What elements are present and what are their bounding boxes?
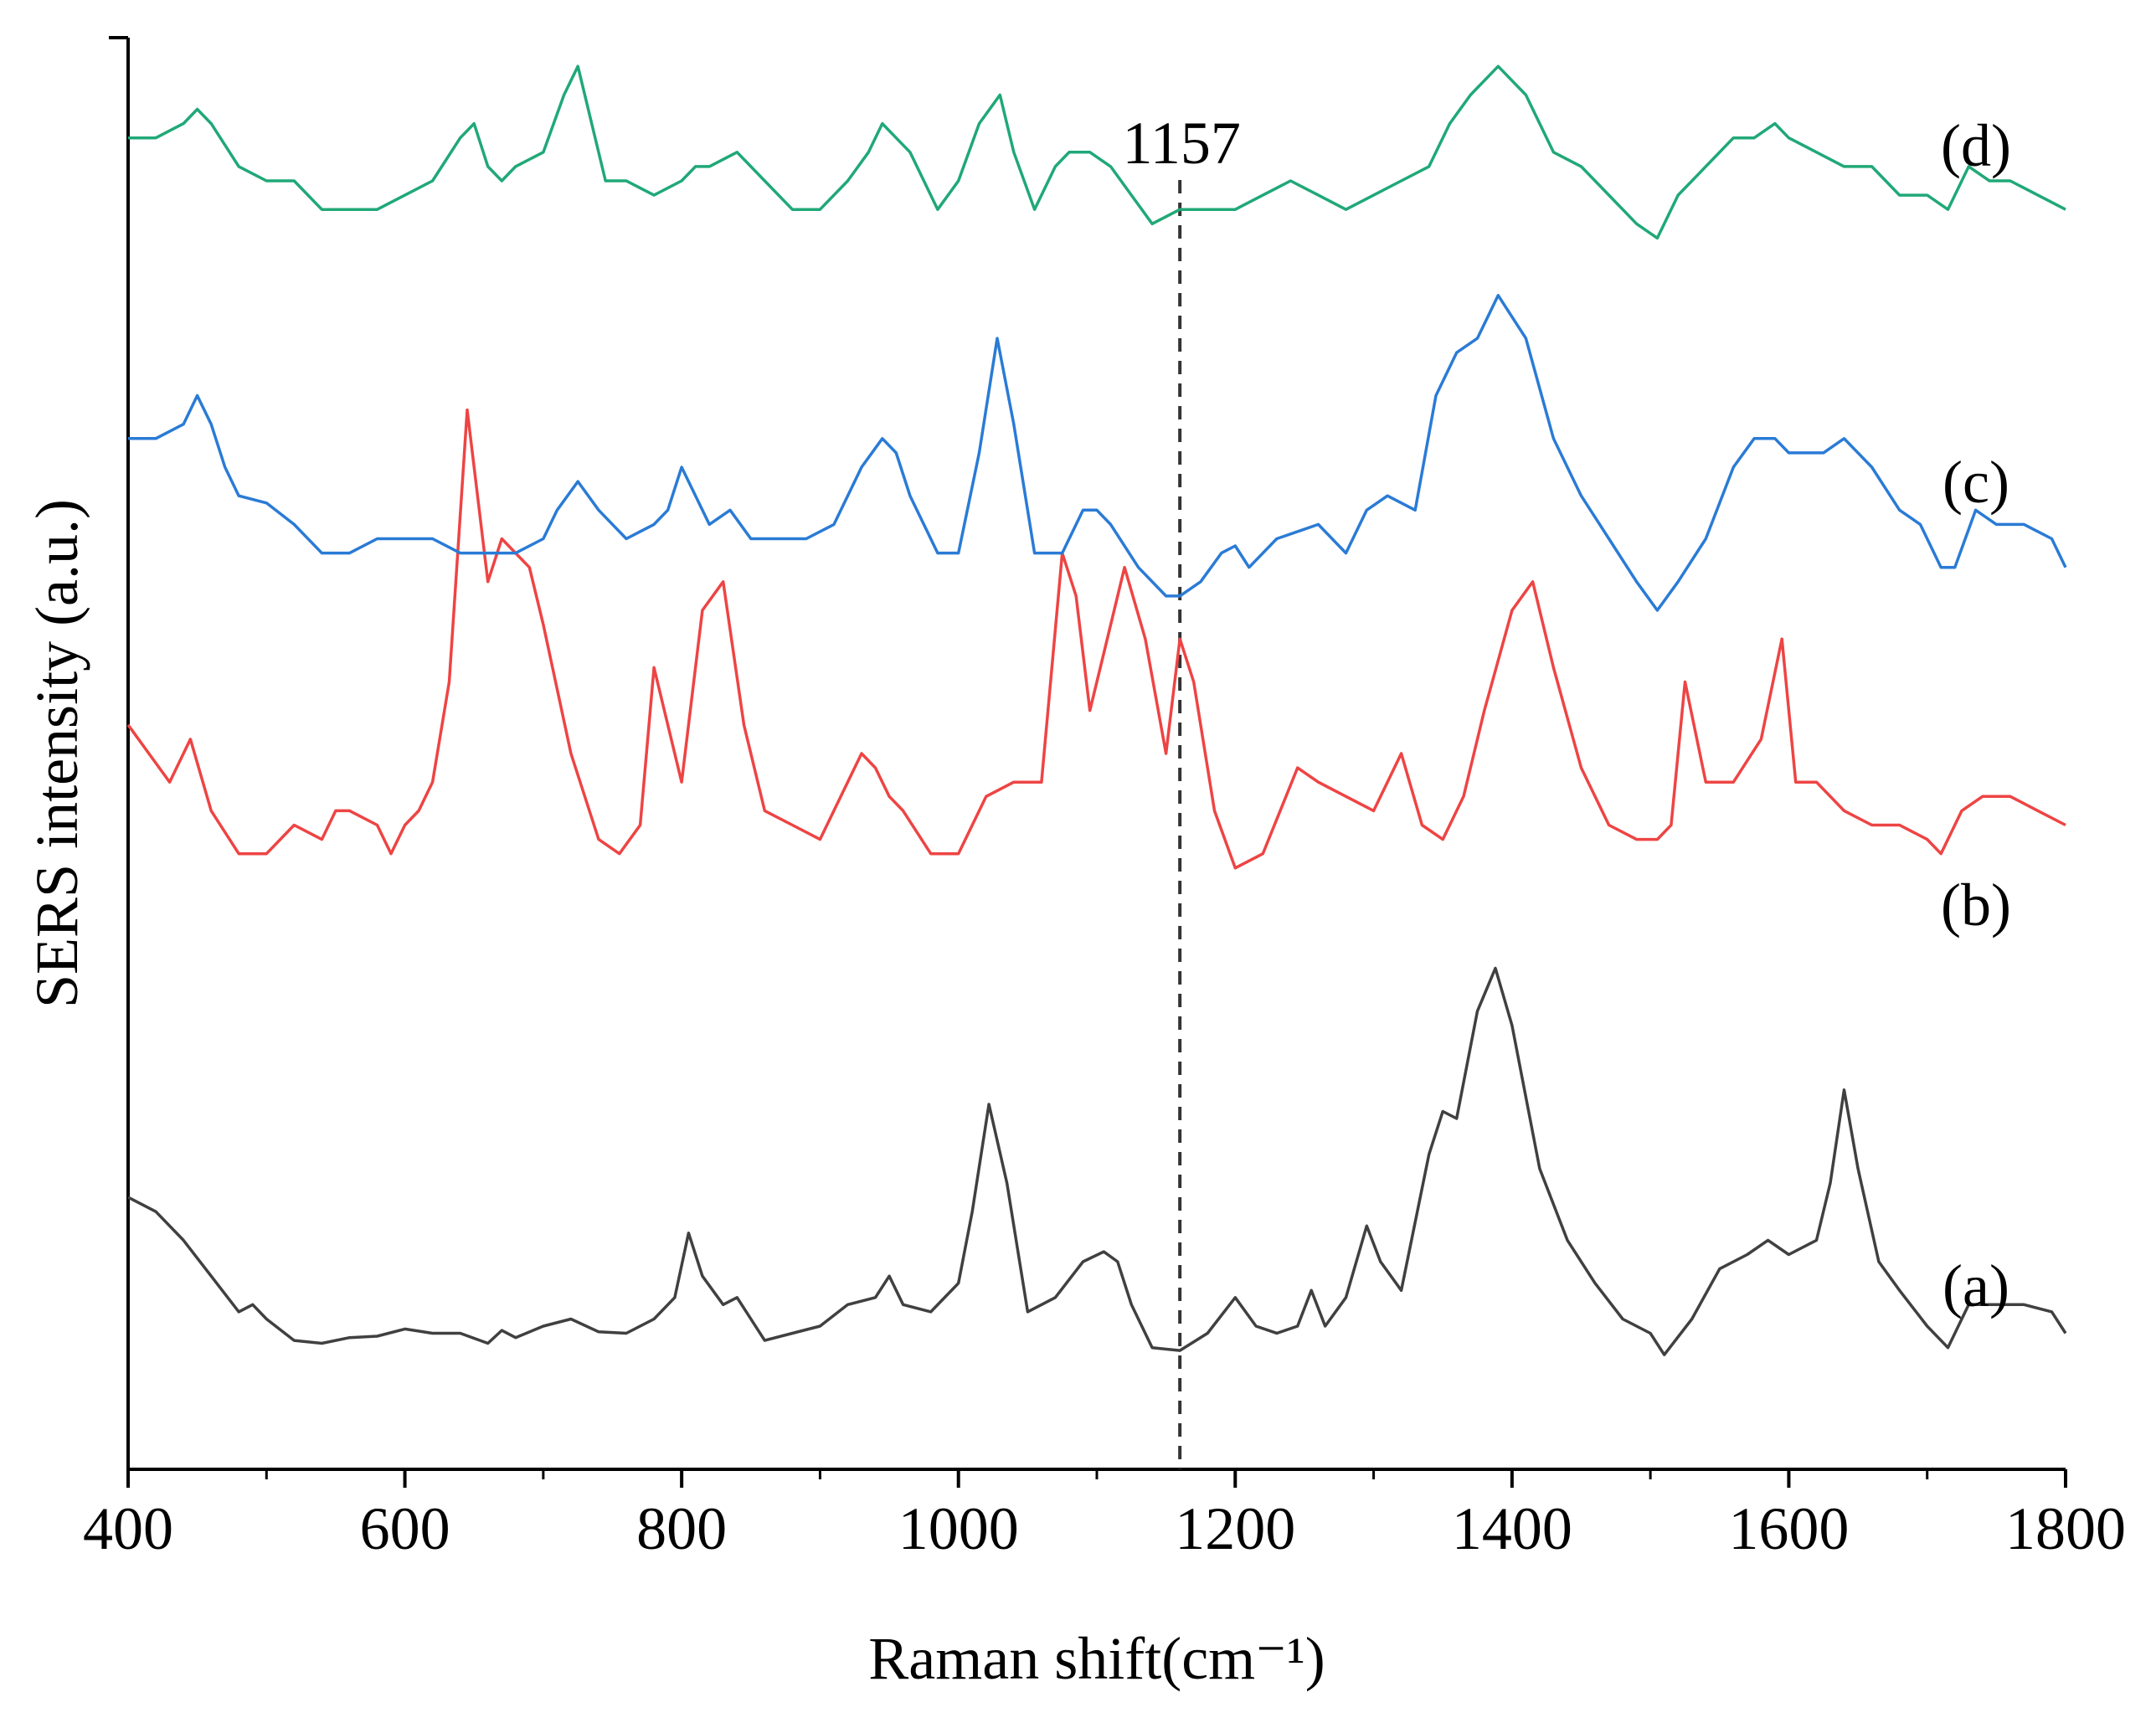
annotation-1157-label: 1157 bbox=[1123, 110, 1241, 177]
x-tick-label-800: 800 bbox=[636, 1495, 727, 1562]
series-label-c: (c) bbox=[1942, 449, 2009, 516]
series-line-d bbox=[128, 64, 2066, 240]
series-line-a bbox=[127, 966, 2067, 1356]
x-tick-label-600: 600 bbox=[360, 1495, 450, 1562]
x-axis-title: Raman shift(cm⁻¹) bbox=[868, 1625, 1325, 1692]
x-tick-label-1400: 1400 bbox=[1452, 1495, 1572, 1562]
x-tick-label-1000: 1000 bbox=[898, 1495, 1019, 1562]
x-tick-label-1600: 1600 bbox=[1728, 1495, 1849, 1562]
x-tick-label-1800: 1800 bbox=[2005, 1495, 2126, 1562]
x-tick-label-1200: 1200 bbox=[1175, 1495, 1295, 1562]
series-group bbox=[126, 64, 2067, 1356]
x-axis-ticks bbox=[126, 1469, 2067, 1488]
series-label-d: (d) bbox=[1941, 112, 2011, 179]
y-axis-title: SERS intensity (a.u.) bbox=[23, 499, 90, 1008]
series-label-b: (b) bbox=[1941, 872, 2011, 939]
series-line-c bbox=[128, 294, 2067, 612]
x-axis-tick-labels: 400 600 800 1000 1200 1400 1600 1800 bbox=[83, 1495, 2126, 1562]
x-tick-label-400: 400 bbox=[83, 1495, 173, 1562]
series-label-a: (a) bbox=[1942, 1252, 2009, 1319]
series-line-b bbox=[126, 408, 2066, 870]
